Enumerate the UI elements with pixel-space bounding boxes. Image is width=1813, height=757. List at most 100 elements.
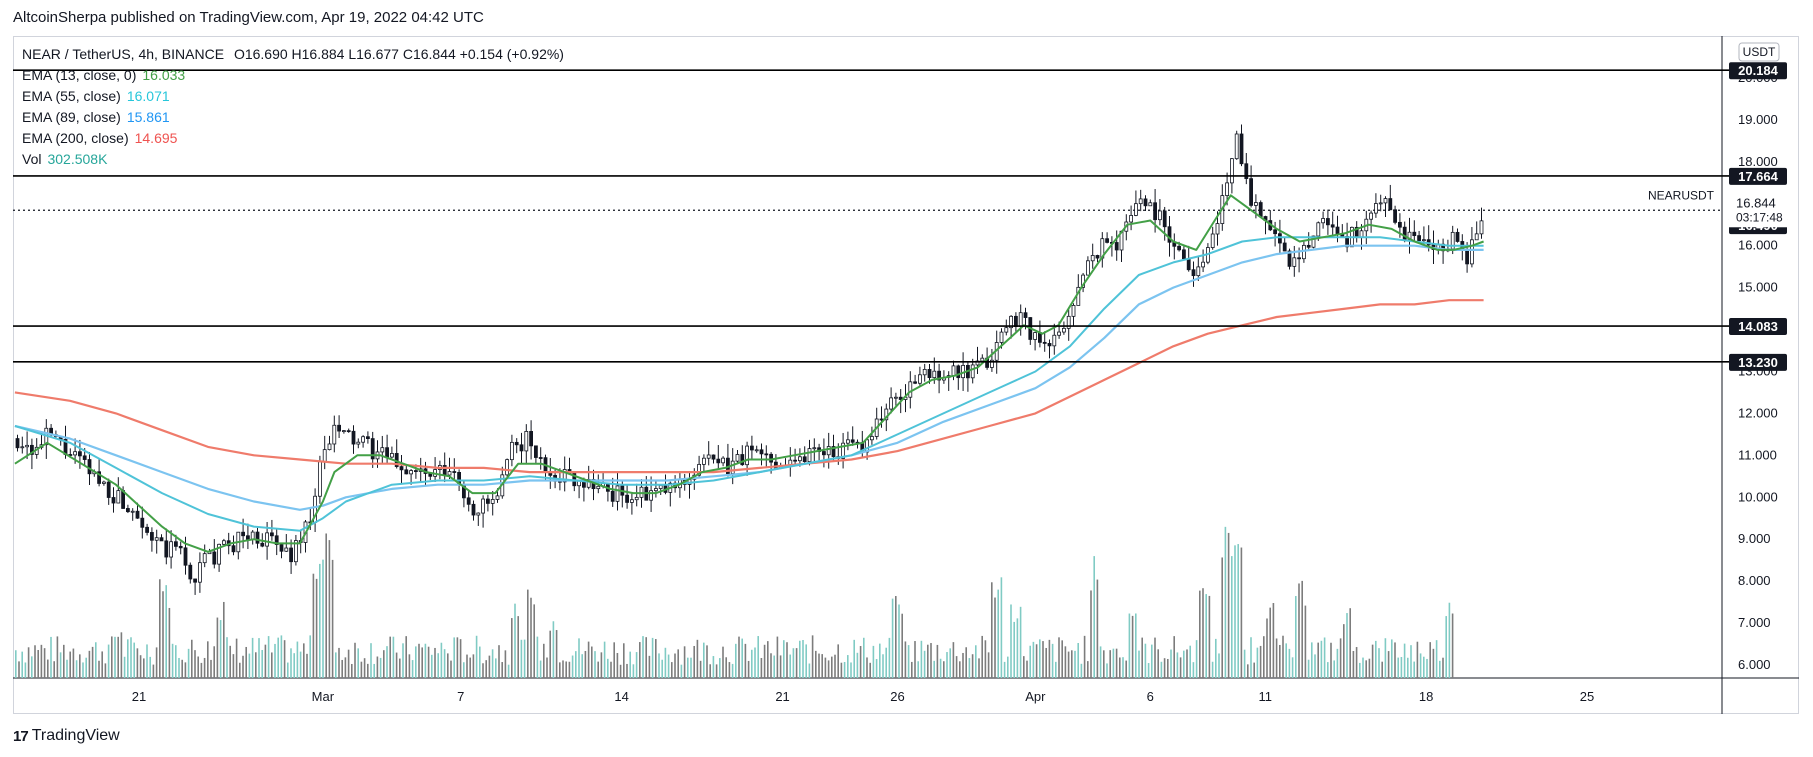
volume-bar [1378,648,1380,678]
volume-bar [424,643,427,678]
candle-body [1292,257,1297,267]
volume-bar [735,643,737,678]
candle-body [409,470,414,475]
volume-bar [562,660,564,678]
candle-body [1330,224,1335,228]
volume-bar [687,657,689,678]
candle-body [956,365,961,379]
volume-bar [872,645,875,678]
volume-bar [373,663,375,678]
volume-bar [859,646,862,678]
candle-body [1186,258,1191,271]
volume-bar [1439,660,1441,678]
indicator-row[interactable]: Vol 302.508K [22,149,564,170]
volume-bar [760,657,763,678]
volume-bar [728,662,731,678]
chart-frame[interactable] [13,36,1799,714]
level-price-tag-label: 20.184 [1738,63,1779,78]
volume-bar [863,637,865,678]
volume-bar [955,656,958,678]
volume-bar [72,648,75,678]
candle-body [918,374,922,384]
candle-body [1234,133,1239,160]
indicator-row[interactable]: EMA (200, close) 14.695 [22,128,564,149]
candle-body [980,357,985,362]
volume-bar [1186,649,1188,678]
volume-bar [495,658,497,678]
volume-bar [1375,640,1377,678]
volume-bar [299,651,302,678]
candle-body [25,444,30,448]
candle-body [1018,312,1023,327]
volume-bar [603,641,606,678]
volume-bar [21,651,23,678]
volume-bar [1032,641,1035,678]
candle-body [630,499,634,503]
level-price-tag-label: 17.664 [1738,169,1779,184]
indicator-row[interactable]: EMA (55, close) 16.071 [22,86,564,107]
candle-body [908,381,913,398]
currency-badge-label: USDT [1743,45,1776,59]
volume-bar [312,573,315,678]
volume-bar [975,645,977,678]
volume-bar [162,591,164,678]
volume-bar [895,596,897,678]
volume-bar [930,643,932,678]
volume-bar [527,589,529,678]
time-tick-label: 21 [775,689,789,704]
volume-bar [568,661,571,678]
volume-bar [891,598,894,678]
volume-bar [751,649,753,678]
volume-bar [1061,640,1063,678]
volume-bar [715,664,718,678]
candle-body [1422,239,1426,242]
volume-bar [296,641,299,678]
candle-body [217,543,222,565]
volume-bar [626,663,628,678]
volume-bar [34,645,36,678]
volume-bar [1170,649,1172,678]
candle-body [1326,218,1330,226]
volume-bar [235,638,238,678]
volume-bar [1256,647,1259,678]
indicator-value: 15.861 [126,109,170,125]
candle-body [193,578,198,583]
volume-bar [1423,656,1425,678]
candle-body [1398,221,1402,228]
candle-body [413,470,418,472]
tradingview-footer[interactable]: 17 TradingView [13,727,120,745]
volume-bar [1218,653,1220,678]
volume-bar [1205,594,1207,678]
symbol-row[interactable]: NEAR / TetherUS, 4h, BINANCE O16.690 H16… [22,44,564,65]
volume-bar [1381,661,1383,678]
volume-bar [475,635,478,678]
candle-body [1278,233,1282,244]
volume-bar [1365,660,1367,678]
candle-body [1042,341,1047,344]
volume-bar [1442,657,1444,678]
indicator-value: 16.033 [142,67,186,83]
volume-bar [1445,616,1447,678]
indicator-row[interactable]: EMA (89, close) 15.861 [22,107,564,128]
candle-body [73,451,77,456]
candle-body [534,445,538,458]
candle-body [1393,209,1397,223]
candle-body [1134,203,1138,216]
volume-bar [210,659,212,678]
indicator-row[interactable]: EMA (13, close, 0) 16.033 [22,65,564,86]
candle-body [370,438,375,460]
countdown-label: 03:17:48 [1736,210,1783,224]
candle-body [361,436,366,443]
volume-bar [1090,590,1092,678]
volume-bar [719,658,721,678]
volume-bar [1320,640,1323,678]
volume-bar [706,645,708,678]
volume-bar [1154,637,1156,678]
volume-bar [1215,638,1217,678]
volume-bar [962,652,964,678]
candle-body [975,360,980,366]
candle-body [658,484,663,489]
volume-bar [1407,657,1409,678]
symbol-title[interactable]: NEAR / TetherUS, 4h, BINANCE [22,46,225,62]
